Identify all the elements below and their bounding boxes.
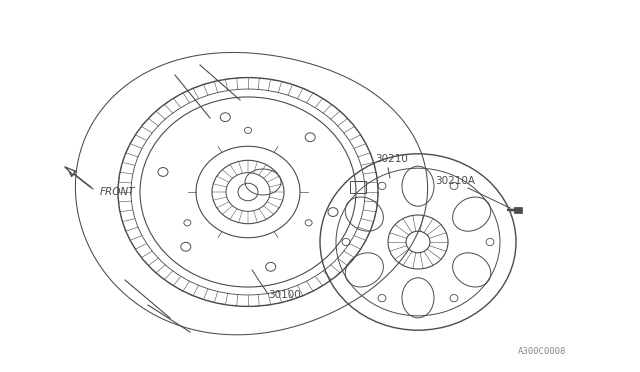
Polygon shape bbox=[65, 167, 75, 175]
Text: A300C0008: A300C0008 bbox=[518, 347, 566, 356]
Text: 30100: 30100 bbox=[268, 290, 301, 300]
Text: 30210: 30210 bbox=[375, 154, 408, 164]
Text: FRONT: FRONT bbox=[100, 187, 136, 197]
Text: 30210A: 30210A bbox=[435, 176, 475, 186]
Bar bbox=[350, 181, 366, 193]
Bar bbox=[514, 207, 522, 213]
